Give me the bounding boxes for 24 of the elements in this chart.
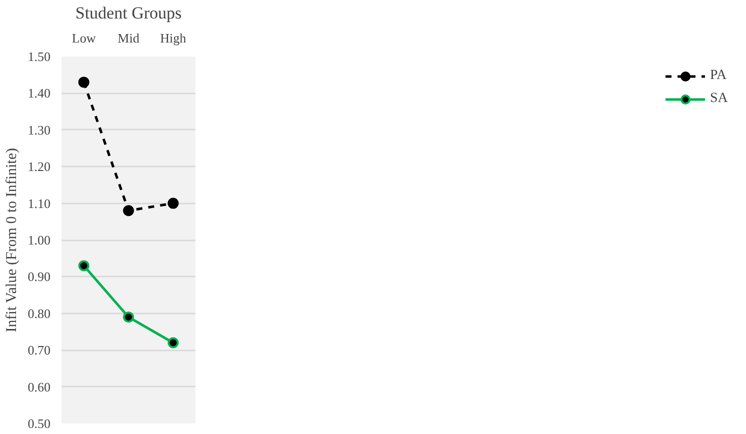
point bbox=[78, 260, 90, 272]
y-tick-label: 1.30 bbox=[28, 122, 50, 138]
y-tick-label: 0.50 bbox=[28, 416, 50, 431]
legend-label: SA bbox=[710, 91, 729, 107]
y-tick-label: 0.70 bbox=[28, 342, 50, 358]
x-tick-label: High bbox=[160, 30, 187, 46]
y-tick-label: 0.60 bbox=[28, 379, 50, 394]
y-tick-label: 0.80 bbox=[28, 306, 50, 321]
y-tick-label: 1.00 bbox=[28, 232, 50, 248]
point bbox=[168, 337, 179, 348]
y-tick-label: 1.10 bbox=[28, 196, 50, 211]
point bbox=[123, 205, 134, 216]
point bbox=[78, 76, 90, 88]
x-tick-label: Low bbox=[72, 30, 96, 46]
legend-label: PA bbox=[710, 68, 728, 84]
y-tick-label: 0.90 bbox=[28, 269, 50, 284]
point bbox=[123, 312, 134, 323]
y-tick-label: 1.40 bbox=[28, 86, 50, 101]
y-tick-label: 1.20 bbox=[28, 159, 50, 174]
y-axis-title: Infit Value (From 0 to Infinite) bbox=[4, 148, 20, 332]
point bbox=[168, 198, 179, 209]
x-tick-label: Mid bbox=[118, 30, 140, 46]
x-axis-title: Student Groups bbox=[75, 4, 182, 22]
y-tick-label: 1.50 bbox=[28, 49, 50, 64]
